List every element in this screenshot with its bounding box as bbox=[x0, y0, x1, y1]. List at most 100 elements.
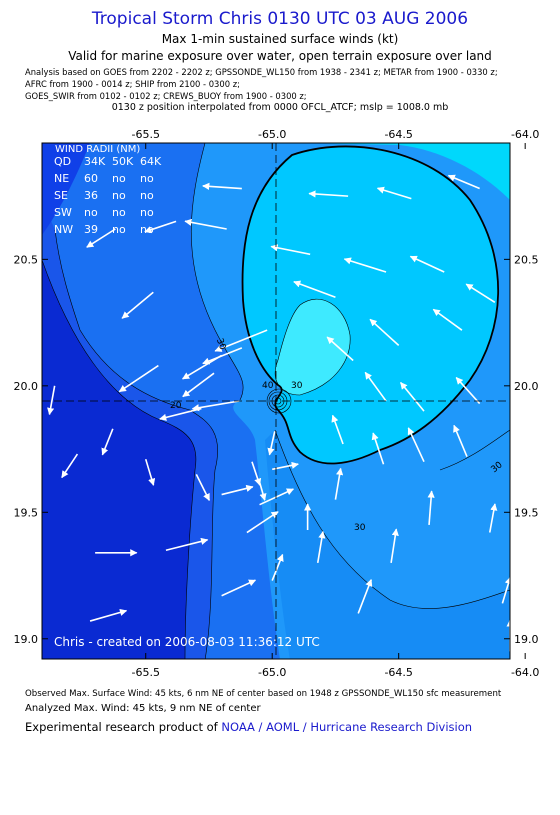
wind-vector bbox=[488, 503, 498, 533]
wind-vector bbox=[165, 537, 209, 552]
contour-label: 30 bbox=[291, 381, 303, 391]
band-edge bbox=[42, 143, 90, 235]
wind-vector bbox=[409, 255, 445, 273]
wind-radii-cell: 39 bbox=[84, 223, 98, 236]
y-tick-label-left: 20.5 bbox=[14, 253, 39, 266]
wind-vector bbox=[369, 318, 400, 346]
wind-vector bbox=[184, 218, 227, 230]
contour-label: 40 bbox=[262, 381, 274, 391]
wind-vector bbox=[214, 329, 268, 352]
x-tick-label-top: -64.5 bbox=[384, 128, 412, 141]
wind-vector bbox=[258, 481, 267, 501]
wind-vector bbox=[181, 354, 223, 380]
wind-vector bbox=[61, 453, 79, 479]
x-tick-label-top: -65.5 bbox=[131, 128, 159, 141]
wind-radii-column-header: 50K bbox=[112, 155, 134, 168]
wind-vector bbox=[144, 220, 177, 234]
wind-vector bbox=[376, 186, 412, 200]
exposure-note: Valid for marine exposure over water, op… bbox=[68, 49, 492, 63]
x-tick-label-top: -65.0 bbox=[258, 128, 286, 141]
wind-vector bbox=[390, 528, 399, 564]
wind-radii-cell: SW bbox=[54, 206, 72, 219]
wind-vector bbox=[89, 608, 128, 622]
creation-credit: Chris - created on 2006-08-03 11:36:12 U… bbox=[54, 635, 320, 649]
contour-label: 20 bbox=[170, 401, 182, 411]
wind-vector bbox=[407, 427, 425, 463]
wind-radii-cell: 36 bbox=[84, 189, 98, 202]
wind-radii-column-header: QD bbox=[54, 155, 71, 168]
wind-vector bbox=[202, 182, 242, 190]
wind-vector bbox=[334, 467, 344, 500]
wind-vector bbox=[316, 530, 326, 564]
band-se bbox=[265, 430, 510, 659]
wind-vector bbox=[371, 432, 385, 465]
contour-fill-layer bbox=[42, 143, 510, 659]
analysis-sources-line-2: AFRC from 1900 - 0014 z; SHIP from 2100 … bbox=[25, 79, 240, 89]
wind-vector bbox=[447, 174, 480, 190]
product-credit: Experimental research product of NOAA / … bbox=[25, 720, 472, 734]
hrd-link[interactable]: NOAA / AOML / Hurricane Research Divisio… bbox=[221, 720, 473, 734]
wind-vector bbox=[259, 488, 295, 506]
wind-vector bbox=[101, 428, 114, 456]
y-tick-label-right: 19.0 bbox=[514, 633, 539, 646]
wind-vector bbox=[427, 490, 435, 526]
axis-ticks: -65.5 -65.5 -65.0 -65.0 -64.5 -64.5 -64.0 -64.0… bbox=[14, 128, 540, 679]
contour-line bbox=[191, 143, 244, 401]
x-tick-label-bottom: -64.0 bbox=[511, 666, 539, 679]
wind-vector bbox=[251, 461, 262, 486]
wind-radii-cell: no bbox=[112, 189, 126, 202]
y-tick-label-left: 19.0 bbox=[14, 633, 39, 646]
wind-radii-cell: NE bbox=[54, 172, 69, 185]
wind-vector bbox=[272, 461, 299, 471]
wind-vector bbox=[118, 364, 159, 393]
wind-vector bbox=[357, 578, 373, 614]
wind-radii-column-header: 64K bbox=[140, 155, 162, 168]
wind-vector bbox=[308, 190, 349, 198]
wind-radii-cell: 60 bbox=[84, 172, 98, 185]
x-tick-label-top: -64.0 bbox=[511, 128, 539, 141]
wind-vector bbox=[202, 347, 243, 365]
wind-vector bbox=[195, 473, 211, 501]
wind-radii-cell: NW bbox=[54, 223, 73, 236]
wind-radii-cell: no bbox=[112, 223, 126, 236]
x-tick-label-bottom: -65.0 bbox=[258, 666, 286, 679]
wind-radii-cell: no bbox=[140, 223, 154, 236]
wind-vector bbox=[191, 400, 240, 412]
wind-vector bbox=[465, 283, 496, 304]
contour-label: 30 bbox=[214, 337, 227, 351]
wind-radii-cell: no bbox=[140, 172, 154, 185]
chart-title: Tropical Storm Chris 0130 UTC 03 AUG 200… bbox=[91, 9, 469, 29]
band-core bbox=[275, 299, 351, 395]
wind-vector bbox=[144, 458, 156, 486]
wind-vector bbox=[221, 484, 254, 496]
wind-radii-cell: no bbox=[112, 172, 126, 185]
wind-field-plot: 20 30 30 30 40 30 WIND RADII (NM) QD 34K 5… bbox=[14, 128, 540, 679]
wind-vector bbox=[159, 407, 202, 421]
contour-line-bold bbox=[241, 145, 500, 465]
contour-line bbox=[274, 429, 510, 609]
x-tick-label-bottom: -64.5 bbox=[384, 666, 412, 679]
wind-vector bbox=[267, 431, 276, 456]
x-tick-label-bottom: -65.5 bbox=[131, 666, 159, 679]
wind-vector bbox=[121, 291, 154, 319]
wind-vector bbox=[182, 372, 215, 398]
wind-vector bbox=[399, 381, 425, 412]
y-tick-label-right: 19.5 bbox=[514, 506, 539, 519]
wind-vector bbox=[364, 371, 387, 402]
observed-max-wind: Observed Max. Surface Wind: 45 kts, 6 nm… bbox=[25, 689, 502, 699]
analysis-sources-line-3: GOES_SWIR from 0102 - 0102 z; CREWS_BUOY… bbox=[25, 91, 307, 101]
wind-vector bbox=[221, 579, 257, 597]
contour-line bbox=[439, 429, 510, 471]
wind-radii-table: WIND RADII (NM) QD 34K 50K 64K NE 60 no no SE 36 n… bbox=[54, 144, 162, 236]
wind-radii-cell: SE bbox=[54, 189, 68, 202]
wind-vector bbox=[501, 576, 510, 604]
center-crosshair bbox=[42, 143, 510, 659]
analysis-sources-line-1: Analysis based on GOES from 2202 - 2202 … bbox=[25, 67, 498, 77]
position-interpolation-note: 0130 z position interpolated from 0000 O… bbox=[111, 102, 449, 113]
wind-vector bbox=[326, 336, 354, 362]
wind-vector bbox=[271, 553, 284, 581]
band-lowest bbox=[42, 260, 196, 659]
contour-label: 30 bbox=[354, 523, 366, 533]
product-credit-prefix: Experimental research product of bbox=[25, 720, 222, 734]
wind-radii-column-header: 34K bbox=[84, 155, 106, 168]
